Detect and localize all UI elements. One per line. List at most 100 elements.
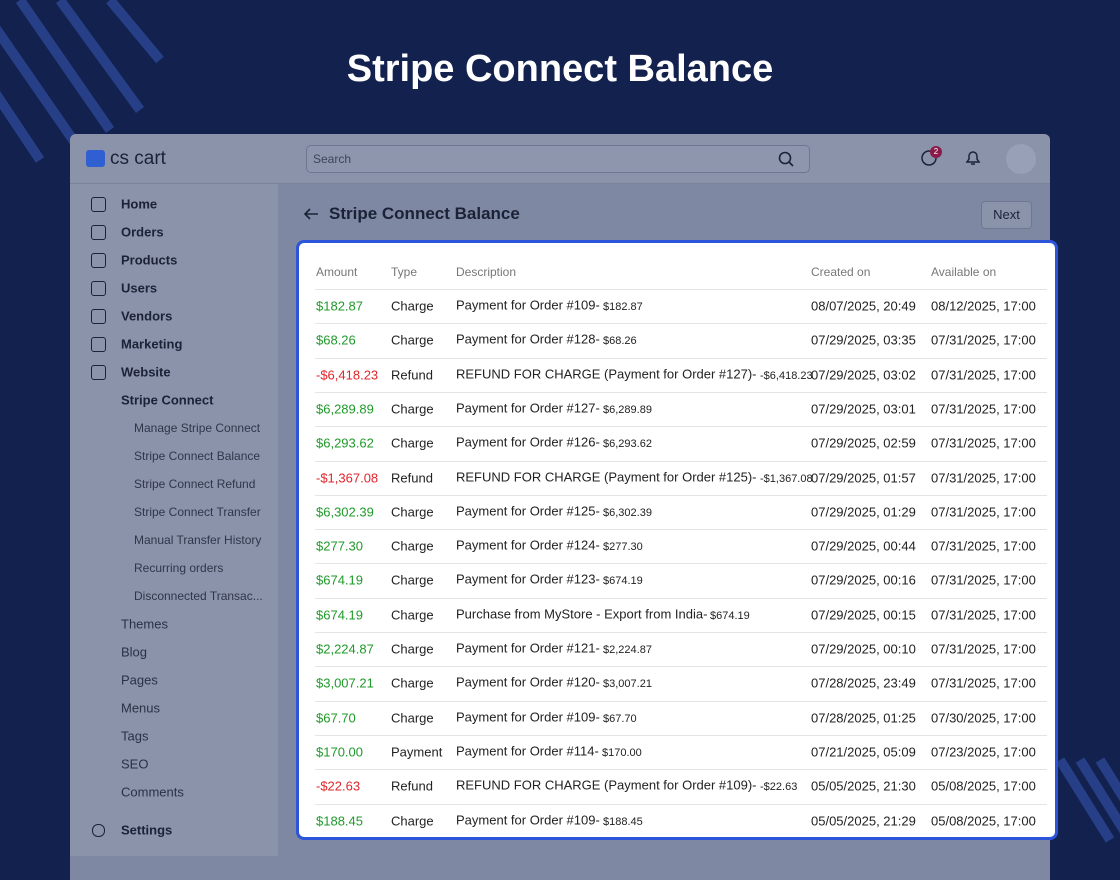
nav-icon — [91, 337, 106, 352]
created-on: 07/21/2025, 05:09 — [811, 744, 916, 760]
back-arrow[interactable] — [302, 206, 320, 222]
row-divider — [315, 494, 1047, 496]
nav-icon — [91, 197, 106, 212]
row-divider — [315, 666, 1047, 668]
nav-item[interactable]: Menus — [121, 700, 161, 716]
search-icon — [778, 151, 794, 167]
amount: $188.45 — [316, 813, 363, 828]
nav-item[interactable]: Vendors — [121, 308, 173, 324]
type: Charge — [391, 401, 434, 417]
row-divider — [315, 529, 1047, 531]
description: REFUND FOR CHARGE (Payment for Order #10… — [456, 777, 757, 793]
nav-subitem[interactable]: Manage Stripe Connect — [134, 421, 261, 435]
amount: -$6,418.23 — [316, 367, 379, 383]
nav-item[interactable]: Website — [121, 364, 171, 380]
logo-icon — [86, 150, 105, 167]
page-title: Stripe Connect Balance — [346, 48, 774, 90]
nav-item[interactable]: Tags — [121, 728, 149, 744]
type: Refund — [391, 778, 433, 794]
nav-item[interactable]: Themes — [121, 616, 168, 632]
column-header: Description — [456, 265, 517, 279]
bell-icon[interactable] — [963, 148, 983, 168]
nav-subitem[interactable]: Disconnected Transac... — [134, 589, 263, 603]
nav-subitem[interactable]: Stripe Connect Refund — [134, 477, 256, 491]
avatar[interactable] — [1006, 144, 1036, 174]
nav-icon — [91, 365, 106, 380]
nav-icon — [92, 824, 105, 837]
nav-item[interactable]: SEO — [121, 756, 149, 772]
nav-item[interactable]: Pages — [121, 672, 158, 688]
description: Purchase from MyStore - Export from Indi… — [456, 606, 708, 622]
description-amount: -$1,367.08 — [760, 472, 813, 485]
amount: $182.87 — [316, 298, 363, 314]
available-on: 07/31/2025, 17:00 — [931, 332, 1036, 348]
nav-item[interactable]: Settings — [121, 822, 173, 838]
nav-item[interactable]: Home — [121, 196, 158, 212]
created-on: 07/29/2025, 00:16 — [811, 572, 916, 588]
description-amount: -$22.63 — [760, 781, 798, 794]
created-on: 07/29/2025, 03:02 — [811, 367, 916, 383]
description: Payment for Order #126- — [456, 434, 600, 450]
column-header: Type — [391, 265, 418, 279]
amount: $6,293.62 — [316, 435, 374, 451]
top-bar: cs cart Search 2 — [70, 134, 1050, 184]
nav-icon — [91, 253, 106, 268]
nav-icon — [91, 309, 106, 324]
amount: $2,224.87 — [316, 641, 374, 657]
row-divider — [315, 769, 1047, 771]
type: Charge — [391, 298, 434, 314]
created-on: 07/28/2025, 23:49 — [811, 675, 916, 691]
description: Payment for Order #114- — [456, 743, 599, 759]
type: Refund — [391, 367, 433, 383]
created-on: 07/29/2025, 00:44 — [811, 538, 916, 554]
type: Charge — [391, 641, 434, 657]
row-divider — [315, 563, 1047, 565]
amount: $6,289.89 — [316, 401, 374, 417]
nav-item[interactable]: Users — [121, 280, 158, 296]
search-box[interactable]: Search — [306, 145, 810, 173]
balance-table: Amount Type Description Created on Available… — [296, 240, 1058, 840]
nav-subitem[interactable]: Stripe Connect Balance — [134, 449, 261, 463]
amount: $674.19 — [316, 572, 363, 588]
created-on: 08/07/2025, 20:49 — [811, 298, 916, 314]
row-divider — [315, 460, 1047, 462]
column-header: Created on — [811, 265, 871, 279]
amount: $170.00 — [316, 744, 363, 760]
column-header: Available on — [931, 265, 997, 279]
row-divider — [315, 597, 1047, 599]
description: Payment for Order #109- — [456, 709, 600, 725]
nav-subitem[interactable]: Manual Transfer History — [134, 533, 262, 547]
nav-item[interactable]: Orders — [121, 224, 164, 240]
nav-icon — [91, 225, 106, 240]
nav-icon — [91, 281, 106, 296]
description: REFUND FOR CHARGE (Payment for Order #12… — [456, 469, 757, 484]
orders-icon[interactable] — [920, 148, 940, 168]
description: Payment for Order #109- — [456, 297, 600, 313]
nav-subitem[interactable]: Recurring orders — [134, 561, 224, 575]
row-divider — [315, 700, 1047, 702]
description-amount: $2,224.87 — [603, 644, 652, 656]
next-button[interactable]: Next — [981, 201, 1032, 229]
notification-count: 2 — [930, 146, 942, 158]
logo: cs cart — [110, 148, 166, 169]
description-amount: $674.19 — [603, 575, 643, 588]
nav-item[interactable]: Marketing — [121, 336, 183, 352]
description-amount: $182.87 — [603, 301, 643, 313]
amount: $68.26 — [316, 332, 356, 348]
nav-item[interactable]: Comments — [121, 784, 184, 800]
created-on: 07/29/2025, 00:10 — [811, 641, 916, 657]
created-on: 07/29/2025, 02:59 — [811, 435, 916, 451]
nav-item[interactable]: Blog — [121, 644, 148, 660]
created-on: 07/29/2025, 01:57 — [811, 470, 916, 485]
nav-subitem[interactable]: Stripe Connect Transfer — [134, 505, 261, 519]
type: Refund — [391, 470, 433, 485]
available-on: 07/31/2025, 17:00 — [931, 504, 1036, 520]
type: Charge — [391, 607, 434, 623]
available-on: 07/23/2025, 17:00 — [931, 744, 1036, 760]
nav-section[interactable]: Stripe Connect — [121, 392, 214, 408]
available-on: 07/31/2025, 17:00 — [931, 538, 1036, 554]
nav-item[interactable]: Products — [121, 252, 178, 268]
available-on: 08/12/2025, 17:00 — [931, 298, 1036, 314]
amount: $6,302.39 — [316, 504, 374, 520]
